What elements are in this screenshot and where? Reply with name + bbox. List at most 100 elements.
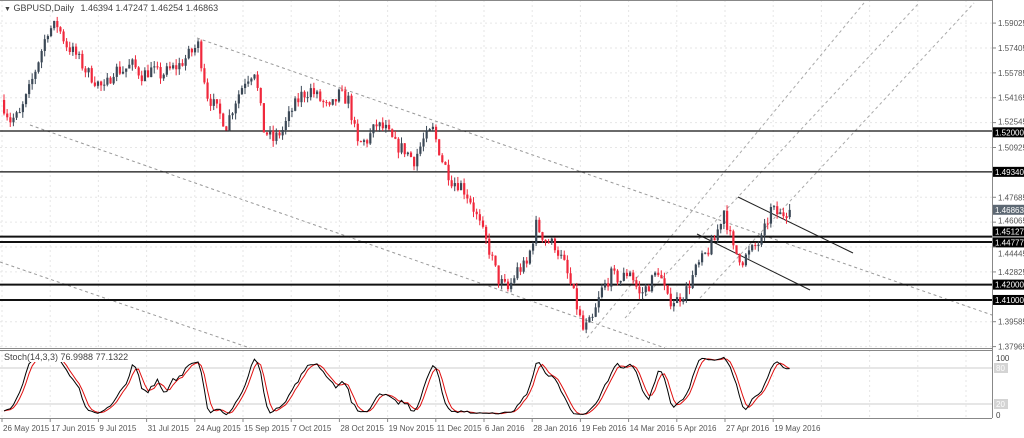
level-label-bg [993,237,1024,248]
bull-candle [125,68,128,72]
bear-candle [469,198,472,203]
bear-candle [525,260,528,264]
bull-candle [21,104,24,113]
stochastic-label: Stoch(14,3,3) 76.9988 77.1322 [4,352,129,362]
bear-candle [506,281,510,290]
bear-candle [93,82,96,86]
bull-candle [422,138,425,147]
triangle-down-icon[interactable]: ▼ [4,6,11,13]
bear-candle [578,309,582,316]
bear-candle [297,98,300,103]
bull-candle [719,223,722,230]
level-label: 1.41000 [995,296,1024,305]
bull-candle [744,254,748,266]
bull-candle [244,83,247,89]
bear-candle [478,214,481,221]
bull-candle [71,46,75,52]
bear-candle [190,48,193,53]
bull-candle [682,299,685,302]
bear-candle [322,100,325,103]
bull-candle [591,316,594,318]
bull-candle [309,88,312,98]
bear-candle [607,283,610,287]
bull-candle [250,78,253,82]
price-tick-label: 1.46065 [998,217,1024,226]
bull-candle [18,112,21,114]
bear-candle [438,139,441,156]
price-tick-label: 1.54165 [998,94,1024,103]
bull-candle [53,21,56,29]
bull-candle [103,84,106,86]
bear-candle [456,183,460,191]
bear-candle [735,245,738,254]
bull-candle [769,206,773,224]
bear-candle [68,47,71,52]
bull-candle [347,95,350,104]
bull-candle [654,272,657,276]
date-label: 11 Dec 2015 [437,424,482,433]
bear-candle [754,245,757,247]
frame [0,0,993,419]
bull-candle [131,59,134,65]
price-tick-label: 1.57405 [998,44,1024,53]
bear-candle [394,136,397,139]
bull-candle [710,238,713,255]
bull-candle [240,88,244,95]
bear-candle [312,88,316,95]
bear-candle [59,27,62,32]
bear-candle [472,202,475,212]
bull-candle [641,292,644,294]
bear-candle [557,250,560,256]
bear-candle [732,231,735,246]
bear-candle [146,70,150,78]
date-label: 27 Apr 2016 [726,424,770,433]
bull-candle [197,41,200,49]
bull-candle [779,212,782,215]
bull-candle [629,272,632,277]
bull-candle [685,286,688,300]
price-tick-label: 1.47685 [998,193,1024,202]
stoch-level-label-bg [994,399,1008,409]
bull-candle [24,94,28,105]
bear-candle [222,113,225,127]
level-label: 1.49340 [995,168,1024,177]
bear-candle [90,68,93,83]
bear-candle [256,74,259,88]
bull-candle [162,74,165,79]
bear-candle [209,98,212,106]
bear-candle [319,91,322,101]
bull-candle [269,130,272,135]
bear-candle [657,272,660,275]
bull-candle [187,48,190,59]
chart-header: ▼ GBPUSD,Daily 1.46394 1.47247 1.46254 1… [4,3,218,13]
bull-candle [594,307,597,317]
bull-candle [281,129,284,136]
bull-candle [716,229,719,241]
bull-candle [700,253,704,263]
bull-candle [337,89,341,102]
bear-candle [785,216,788,219]
bear-candle [56,21,59,28]
grid [0,0,992,418]
bull-candle [12,117,15,123]
bear-candle [466,194,469,199]
bull-candle [760,235,763,245]
bull-candle [610,268,613,287]
bull-candle [459,183,463,191]
level-label-bg [993,279,1024,290]
level-label: 1.44777 [995,238,1024,247]
bear-candle [387,124,391,130]
bear-candle [341,89,344,91]
bear-candle [159,67,162,79]
bull-candle [510,282,513,290]
bear-candle [140,75,143,82]
bear-candle [118,66,122,74]
bear-candle [707,252,710,255]
bear-candle [6,113,9,118]
bear-candle [572,283,575,289]
bull-candle [284,120,287,130]
bear-candle [434,126,438,140]
bull-candle [231,113,234,116]
